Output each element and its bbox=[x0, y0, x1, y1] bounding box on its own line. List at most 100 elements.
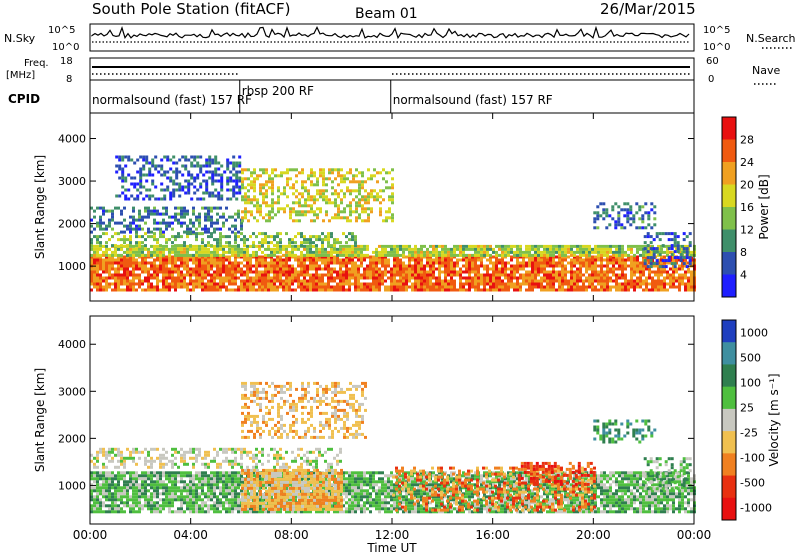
heatmap-cell bbox=[171, 501, 174, 504]
heatmap-cell bbox=[677, 241, 680, 244]
heatmap-cell bbox=[174, 498, 177, 501]
heatmap-cell bbox=[153, 471, 156, 474]
heatmap-cell bbox=[498, 268, 501, 271]
heatmap-cell bbox=[117, 277, 120, 280]
heatmap-cell bbox=[93, 486, 96, 489]
heatmap-cell bbox=[552, 277, 555, 280]
heatmap-cell bbox=[337, 171, 340, 174]
heatmap-cell bbox=[93, 271, 96, 274]
heatmap-cell bbox=[213, 507, 216, 510]
heatmap-cell bbox=[141, 235, 144, 238]
heatmap-cell bbox=[240, 262, 243, 265]
heatmap-cell bbox=[280, 171, 283, 174]
heatmap-cell bbox=[537, 265, 540, 268]
heatmap-cell bbox=[160, 183, 163, 186]
heatmap-cell bbox=[444, 265, 447, 268]
heatmap-cell bbox=[156, 271, 159, 274]
heatmap-cell bbox=[126, 238, 129, 241]
heatmap-cell bbox=[174, 486, 177, 489]
heatmap-cell bbox=[393, 283, 396, 286]
heatmap-cell bbox=[213, 489, 216, 492]
heatmap-cell bbox=[138, 283, 141, 286]
heatmap-cell bbox=[666, 274, 669, 277]
heatmap-cell bbox=[264, 232, 267, 235]
heatmap-cell bbox=[384, 254, 387, 257]
heatmap-cell bbox=[672, 271, 675, 274]
heatmap-cell bbox=[366, 283, 369, 286]
heatmap-cell bbox=[300, 251, 303, 254]
heatmap-cell bbox=[271, 207, 274, 210]
heatmap-cell bbox=[274, 168, 277, 171]
heatmap-cell bbox=[522, 254, 525, 257]
heatmap-cell bbox=[231, 492, 234, 495]
heatmap-cell bbox=[285, 254, 288, 257]
heatmap-cell bbox=[156, 251, 159, 254]
heatmap-cell bbox=[288, 251, 291, 254]
heatmap-cell bbox=[229, 171, 232, 174]
heatmap-cell bbox=[675, 277, 678, 280]
heatmap-cell bbox=[307, 192, 310, 195]
heatmap-cell bbox=[105, 225, 108, 228]
heatmap-cell bbox=[318, 265, 321, 268]
heatmap-cell bbox=[408, 271, 411, 274]
heatmap-cell bbox=[228, 480, 231, 483]
heatmap-cell bbox=[597, 283, 600, 286]
heatmap-cell bbox=[192, 507, 195, 510]
heatmap-cell bbox=[171, 280, 174, 283]
heatmap-cell bbox=[108, 480, 111, 483]
heatmap-cell bbox=[516, 259, 519, 262]
heatmap-cell bbox=[591, 277, 594, 280]
heatmap-cell bbox=[180, 271, 183, 274]
heatmap-cell bbox=[279, 241, 282, 244]
heatmap-cell bbox=[180, 471, 183, 474]
heatmap-cell bbox=[252, 286, 255, 289]
heatmap-cell bbox=[256, 210, 259, 213]
heatmap-cell bbox=[102, 210, 105, 213]
heatmap-cell bbox=[315, 268, 318, 271]
heatmap-cell bbox=[99, 474, 102, 477]
heatmap-cell bbox=[141, 219, 144, 222]
heatmap-cell bbox=[102, 277, 105, 280]
heatmap-cell bbox=[492, 274, 495, 277]
heatmap-cell bbox=[615, 286, 618, 289]
heatmap-cell bbox=[516, 245, 519, 248]
heatmap-cell bbox=[600, 289, 603, 292]
heatmap-cell bbox=[213, 271, 216, 274]
heatmap-cell bbox=[468, 262, 471, 265]
heatmap-cell bbox=[378, 262, 381, 265]
heatmap-cell bbox=[364, 198, 367, 201]
freq-label: Freq. bbox=[24, 58, 49, 69]
heatmap-cell bbox=[171, 271, 174, 274]
heatmap-cell bbox=[193, 186, 196, 189]
heatmap-cell bbox=[621, 248, 624, 251]
heatmap-cell bbox=[686, 253, 689, 256]
heatmap-cell bbox=[159, 504, 162, 507]
heatmap-cell bbox=[159, 244, 162, 247]
heatmap-cell bbox=[225, 495, 228, 498]
heatmap-cell bbox=[159, 474, 162, 477]
heatmap-cell bbox=[414, 265, 417, 268]
heatmap-cell bbox=[594, 280, 597, 283]
heatmap-cell bbox=[135, 235, 138, 238]
heatmap-cell bbox=[585, 265, 588, 268]
heatmap-cell bbox=[264, 248, 267, 251]
heatmap-cell bbox=[147, 498, 150, 501]
heatmap-cell bbox=[639, 286, 642, 289]
heatmap-cell bbox=[298, 210, 301, 213]
heatmap-cell bbox=[375, 268, 378, 271]
heatmap-cell bbox=[102, 510, 105, 513]
heatmap-cell bbox=[495, 277, 498, 280]
heatmap-cell bbox=[657, 283, 660, 286]
heatmap-cell bbox=[114, 248, 117, 251]
heatmap-cell bbox=[477, 259, 480, 262]
heatmap-cell bbox=[207, 483, 210, 486]
heatmap-cell bbox=[192, 262, 195, 265]
heatmap-cell bbox=[123, 280, 126, 283]
heatmap-cell bbox=[132, 222, 135, 225]
heatmap-cell bbox=[609, 245, 612, 248]
heatmap-cell bbox=[213, 483, 216, 486]
heatmap-cell bbox=[93, 248, 96, 251]
heatmap-cell bbox=[570, 286, 573, 289]
heatmap-cell bbox=[689, 256, 692, 259]
heatmap-cell bbox=[154, 165, 157, 168]
